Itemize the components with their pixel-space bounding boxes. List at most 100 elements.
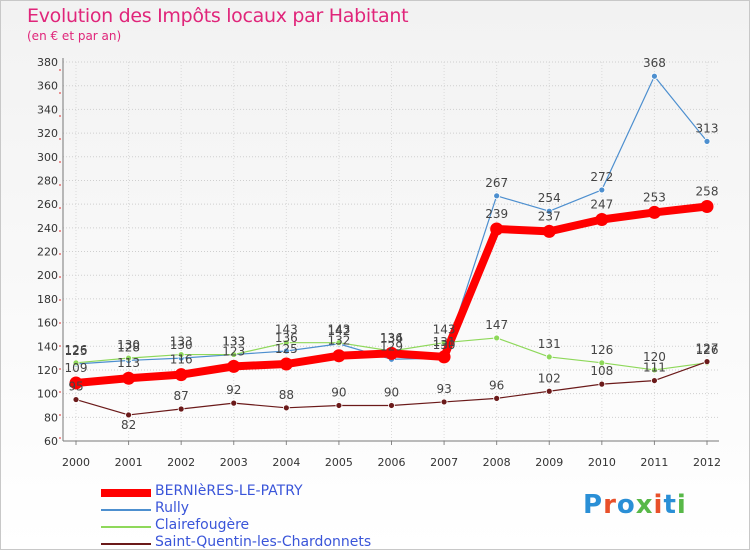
data-point [598,380,606,388]
data-point [335,402,343,409]
data-label: 254 [538,191,561,205]
data-label: 253 [643,190,666,204]
data-label: 132 [327,334,350,348]
data-point [282,404,290,412]
data-point [542,224,556,238]
data-label: 102 [538,371,561,385]
chart-title: Evolution des Impôts locaux par Habitant [27,5,409,27]
data-label: 134 [380,331,403,345]
data-point [545,387,553,395]
logo-letter: i [676,490,687,520]
data-label: 267 [485,176,508,190]
data-label: 131 [433,335,456,349]
y-tick-label: 340 [37,103,58,116]
data-label: 95 [68,380,83,394]
data-label: 128 [117,340,140,354]
logo-letter: o [616,490,636,520]
data-point [177,405,185,413]
y-tick-label: 320 [37,127,58,140]
data-label: 133 [222,335,245,349]
data-label: 88 [279,388,294,402]
data-label: 87 [174,389,189,403]
data-point [595,213,609,227]
data-point [125,354,132,362]
logo-letter: t [663,490,677,520]
data-point [282,347,290,355]
data-point [598,359,606,367]
chart-subtitle: (en € et par an) [27,29,122,43]
y-tick-label: 80 [44,411,58,424]
data-point [545,353,553,361]
y-tick-label: 220 [37,246,58,259]
data-label: 96 [489,378,504,392]
data-label: 82 [121,418,136,432]
y-tick-label: 260 [37,198,58,211]
legend-swatch [101,489,151,497]
data-label: 92 [226,383,241,397]
legend-label: Rully [155,500,190,516]
data-point [703,358,711,366]
y-tick-label: 120 [37,364,58,377]
y-tick-label: 240 [37,222,58,235]
x-tick-label: 2009 [535,456,563,469]
x-tick-label: 2006 [378,456,406,469]
data-label: 126 [65,343,88,357]
logo-letter: i [653,490,664,520]
legend-label: BERNIèRES-LE-PATRY [155,483,303,499]
data-point [440,398,448,406]
data-point [72,396,80,403]
logo-letter: r [603,490,617,520]
data-label: 133 [222,335,245,349]
x-tick-label: 2008 [483,456,511,469]
x-tick-label: 2001 [115,456,143,469]
data-point [122,371,136,385]
data-label: 116 [170,353,193,367]
data-point [388,402,395,409]
data-label: 113 [117,356,140,370]
data-label: 125 [65,344,88,358]
data-label: 136 [380,331,403,345]
data-label: 90 [331,385,346,399]
data-point [335,339,343,347]
data-point [700,199,714,213]
data-label: 130 [170,338,193,352]
data-label: 272 [590,170,613,184]
data-point [647,205,661,219]
y-tick-label: 200 [37,269,58,282]
data-point [385,346,398,360]
data-point [598,186,606,194]
y-tick-label: 160 [37,317,58,330]
data-point [545,207,553,215]
x-tick-label: 2003 [220,456,248,469]
data-point [227,359,241,373]
x-tick-label: 2002 [167,456,195,469]
data-label: 129 [380,339,403,353]
x-tick-label: 2004 [272,456,300,469]
data-point [437,350,451,364]
x-tick-label: 2005 [325,456,353,469]
legend-swatch [101,509,151,511]
data-label: 247 [590,198,613,212]
data-point [651,366,658,374]
data-label: 126 [696,343,719,357]
data-point [493,394,501,402]
data-label: 147 [485,318,508,332]
data-label: 130 [433,338,456,352]
data-label: 368 [643,56,666,70]
data-point [72,359,80,367]
data-label: 130 [117,338,140,352]
y-tick-label: 380 [37,56,58,69]
y-tick-label: 280 [37,174,58,187]
data-label: 109 [65,361,88,375]
x-tick-label: 2012 [693,456,721,469]
data-point [703,137,711,145]
data-label: 123 [222,344,245,358]
x-tick-label: 2010 [588,456,616,469]
data-point [69,376,83,390]
legend-swatch [101,543,151,545]
data-label: 143 [327,323,350,337]
data-point [493,334,501,342]
data-point [174,368,188,382]
x-tick-label: 2000 [62,456,90,469]
